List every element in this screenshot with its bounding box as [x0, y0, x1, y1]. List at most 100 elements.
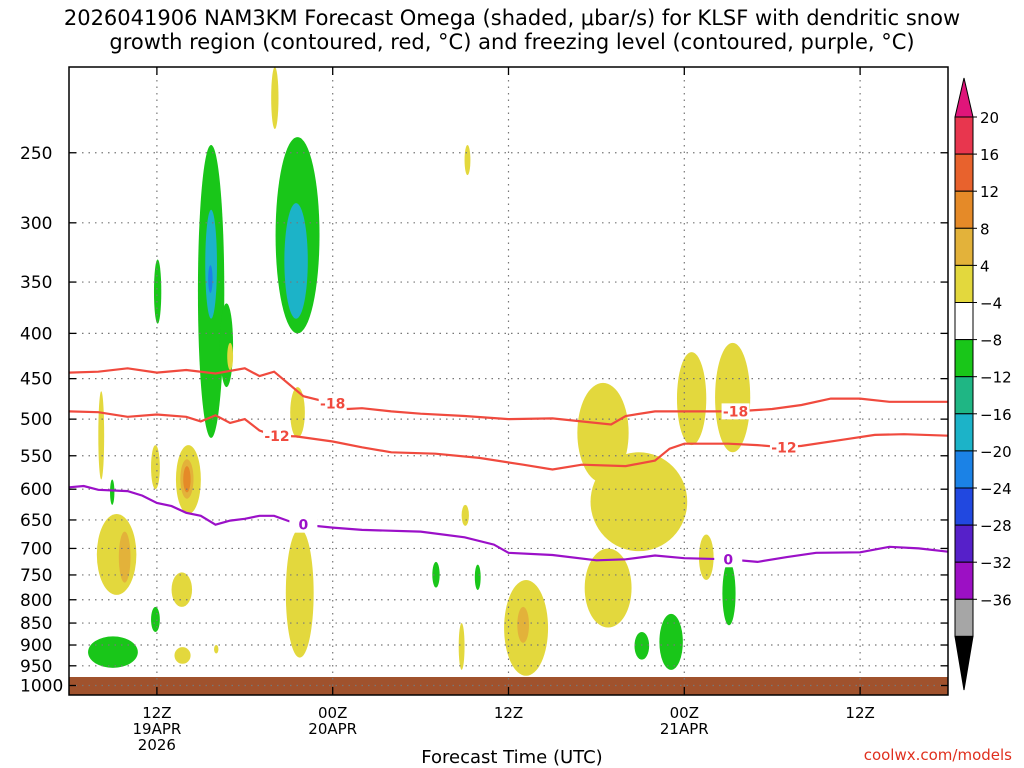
omega-region-17 — [464, 144, 471, 176]
contour-label-bg--18-1 — [721, 403, 750, 420]
omega-region-26 — [171, 572, 193, 607]
colorbar-label-10: −24 — [980, 480, 1012, 498]
omega-region-11 — [474, 564, 481, 591]
contour-label-0-0: 0 — [299, 518, 309, 534]
y-tick-label-400: 400 — [20, 324, 52, 344]
colorbar-label-1: 16 — [980, 146, 999, 164]
contour-lines: -18 -18 -12 -12 0 0 — [68, 367, 949, 568]
x-tick-label-18-2: 20APR — [308, 720, 357, 738]
colorbar-label-12: −32 — [980, 554, 1012, 572]
y-tick-label-250: 250 — [20, 144, 52, 164]
omega-region-23 — [183, 466, 191, 493]
y-tick-label-450: 450 — [20, 370, 52, 390]
y-tick-label-900: 900 — [20, 636, 52, 656]
y-tick-label-300: 300 — [20, 214, 52, 234]
omega-region-2 — [208, 265, 213, 293]
omega-region-25 — [118, 531, 131, 583]
omega-region-36 — [590, 452, 688, 552]
contour-label-bg--18-0 — [318, 395, 347, 412]
contour-label--18-1: -18 — [723, 404, 748, 420]
contour-label-bg--12-0 — [263, 427, 292, 444]
colorbar-cell-2 — [954, 190, 974, 229]
colorbar-cell-13 — [954, 598, 974, 637]
y-tick-label-950: 950 — [20, 657, 52, 677]
colorbar-cell-6 — [954, 339, 974, 378]
omega-region-31 — [461, 504, 469, 526]
omega-region-18 — [98, 391, 105, 480]
x-tick-label-42-2: 21APR — [660, 720, 709, 738]
x-tick-label-6-2: 19APR — [132, 720, 181, 738]
omega-region-29 — [290, 387, 305, 438]
colorbar-cell-7 — [954, 376, 974, 415]
colorbar-label-8: −16 — [980, 406, 1012, 424]
colorbar-label-0: 20 — [980, 109, 999, 127]
omega-region-20 — [227, 342, 234, 371]
contour-label-bg-0-0 — [289, 516, 318, 533]
x-tick-label-6-1: 12Z — [142, 704, 171, 722]
y-tick-label-350: 350 — [20, 273, 52, 293]
colorbar-cell-5 — [954, 302, 974, 341]
colorbar-label-13: −36 — [980, 591, 1012, 609]
colorbar-bottom-arrow — [954, 635, 974, 691]
contour-label-bg-0-1 — [714, 551, 743, 568]
omega-region-9 — [110, 479, 115, 505]
contour-label-bg--12-1 — [769, 439, 798, 456]
x-tick-label-30-1: 12Z — [494, 704, 523, 722]
colorbar-cell-3 — [954, 227, 974, 266]
omega-region-7 — [88, 636, 138, 668]
colorbar-cell-9 — [954, 450, 974, 489]
contour-label--12-1: -12 — [771, 440, 796, 456]
omega-region-37 — [584, 548, 632, 628]
colorbar-label-6: −8 — [980, 332, 1002, 350]
y-tick-label-750: 750 — [20, 566, 52, 586]
colorbar-top-arrow — [954, 77, 974, 118]
colorbar-label-2: 12 — [980, 183, 999, 201]
omega-region-10 — [432, 561, 440, 588]
y-tick-label-800: 800 — [20, 591, 52, 611]
contour-label--12-0: -12 — [264, 429, 289, 445]
omega-region-28 — [214, 645, 219, 654]
chart-title-line2: growth region (contoured, red, °C) and f… — [109, 30, 915, 54]
colorbar: 20 16 12 8 4 −4 −8 −12 −16 −20 −24 −28 −32 −36 — [954, 77, 1012, 691]
omega-region-30 — [285, 528, 314, 658]
contour-line-0 — [68, 484, 949, 564]
grid-lines — [69, 67, 948, 695]
colorbar-cell-4 — [954, 264, 974, 303]
omega-region-1 — [205, 209, 217, 319]
contour-line--18 — [68, 367, 948, 426]
credit-text: coolwx.com/models — [863, 746, 1012, 764]
omega-shading — [88, 67, 751, 676]
y-tick-label-650: 650 — [20, 511, 52, 531]
omega-region-32 — [458, 623, 465, 670]
chart-title-line1: 2026041906 NAM3KM Forecast Omega (shaded… — [63, 6, 961, 30]
omega-region-16 — [271, 67, 279, 129]
colorbar-label-7: −12 — [980, 369, 1012, 387]
y-tick-label-1000: 1000 — [20, 677, 63, 697]
colorbar-cell-11 — [954, 524, 974, 563]
omega-region-35 — [577, 382, 629, 483]
omega-region-4 — [284, 203, 308, 319]
y-tick-label-850: 850 — [20, 614, 52, 634]
omega-region-19 — [151, 445, 160, 490]
y-tick-label-700: 700 — [20, 539, 52, 559]
x-tick-label-42-1: 00Z — [670, 704, 699, 722]
colorbar-label-3: 8 — [980, 220, 990, 238]
y-tick-label-600: 600 — [20, 480, 52, 500]
omega-region-40 — [698, 534, 714, 581]
colorbar-label-4: 4 — [980, 257, 990, 275]
x-tick-label-18-1: 00Z — [318, 704, 347, 722]
omega-region-39 — [715, 342, 751, 453]
colorbar-cell-10 — [954, 487, 974, 526]
colorbar-label-5: −4 — [980, 295, 1002, 313]
colorbar-cell-8 — [954, 413, 974, 452]
omega-region-38 — [676, 352, 707, 446]
colorbar-label-9: −20 — [980, 443, 1012, 461]
omega-region-13 — [659, 613, 683, 670]
x-axis-title: Forecast Time (UTC) — [421, 747, 603, 768]
colorbar-cell-12 — [954, 561, 974, 600]
omega-region-14 — [722, 561, 736, 626]
colorbar-cell-0 — [954, 116, 974, 155]
omega-region-34 — [517, 606, 530, 643]
axes: 2503003504004505005506006507007508008509… — [20, 66, 949, 754]
